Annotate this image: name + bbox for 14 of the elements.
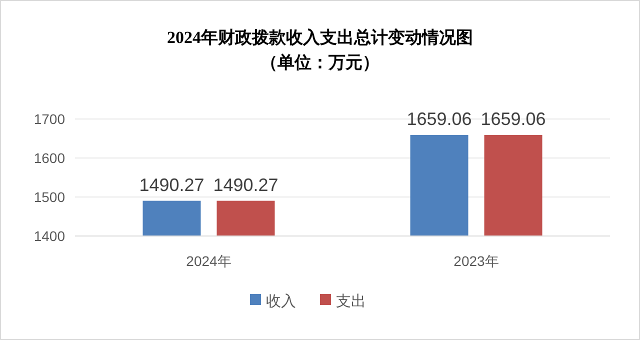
data-label: 1659.06 (480, 108, 546, 129)
y-tick-label: 1500 (34, 189, 66, 205)
x-tick-label: 2024年 (186, 253, 232, 269)
chart-subtitle: （单位：万元） (260, 53, 380, 72)
data-label: 1490.27 (139, 174, 204, 195)
legend-label: 收入 (266, 293, 296, 310)
data-label: 1490.27 (213, 174, 278, 195)
y-tick-label: 1700 (34, 111, 66, 127)
data-label: 1659.06 (406, 108, 472, 129)
y-tick-label: 1400 (34, 228, 66, 244)
legend-label: 支出 (336, 293, 366, 310)
chart-title: 2024年财政拨款收入支出总计变动情况图 (167, 28, 473, 47)
y-tick-label: 1600 (34, 150, 66, 166)
x-tick-label: 2023年 (454, 253, 499, 269)
